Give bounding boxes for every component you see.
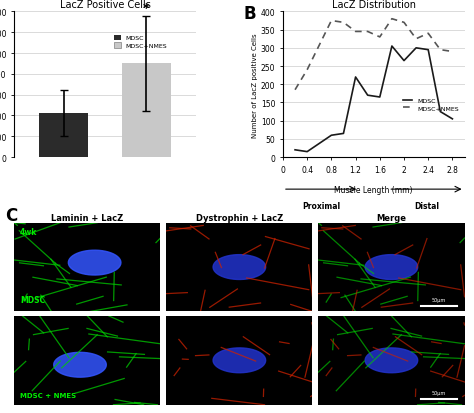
MDSC+NMES [413,37,419,42]
Polygon shape [365,348,418,373]
MDSC [401,59,407,64]
MDSC [377,95,383,100]
Text: 50μm: 50μm [432,390,446,395]
Line: MDSC: MDSC [295,47,452,152]
MDSC [304,150,310,155]
MDSC [413,46,419,51]
Legend: MDSC, MDSC+NMES: MDSC, MDSC+NMES [401,96,461,114]
Text: C: C [5,206,17,224]
Title: Laminin + LacZ: Laminin + LacZ [51,214,123,222]
MDSC [438,110,443,115]
MDSC [328,133,334,138]
MDSC+NMES [389,17,395,22]
Text: 50μm: 50μm [432,297,446,302]
Bar [39,114,89,158]
Title: Dystrophin + LacZ: Dystrophin + LacZ [196,214,283,222]
MDSC [449,117,455,122]
Y-axis label: Number of LacZ positive Cells: Number of LacZ positive Cells [252,33,258,137]
Text: MDSC + NMES: MDSC + NMES [20,392,76,398]
MDSC+NMES [425,32,431,37]
Bar [121,64,171,158]
MDSC+NMES [401,21,407,26]
MDSC [353,75,358,80]
MDSC [292,148,298,153]
Text: 4wk: 4wk [20,228,37,237]
MDSC+NMES [449,50,455,55]
MDSC+NMES [377,36,383,40]
Text: Muscle Length (mm): Muscle Length (mm) [335,185,413,194]
Text: MDSC: MDSC [20,296,45,305]
Title: LacZ Positive Cells: LacZ Positive Cells [60,0,150,10]
Text: B: B [243,5,255,23]
MDSC+NMES [292,88,298,93]
MDSC [341,132,346,137]
MDSC+NMES [341,21,346,26]
MDSC+NMES [365,30,371,35]
Text: *: * [143,2,149,14]
Polygon shape [213,255,266,280]
MDSC+NMES [328,19,334,24]
MDSC [425,48,431,53]
Text: Proximal: Proximal [302,201,340,210]
Line: MDSC+NMES: MDSC+NMES [295,20,452,90]
Polygon shape [68,251,121,275]
Text: Distal: Distal [414,201,439,210]
MDSC+NMES [353,30,358,35]
MDSC [365,93,371,98]
MDSC+NMES [304,68,310,73]
Title: Merge: Merge [376,214,406,222]
MDSC [389,45,395,50]
Polygon shape [213,348,266,373]
Polygon shape [365,255,418,280]
MDSC+NMES [438,48,443,53]
Legend: MDSC, MDSC+NMES: MDSC, MDSC+NMES [112,33,170,52]
Polygon shape [54,352,106,377]
Title: LacZ Distribution: LacZ Distribution [332,0,416,10]
